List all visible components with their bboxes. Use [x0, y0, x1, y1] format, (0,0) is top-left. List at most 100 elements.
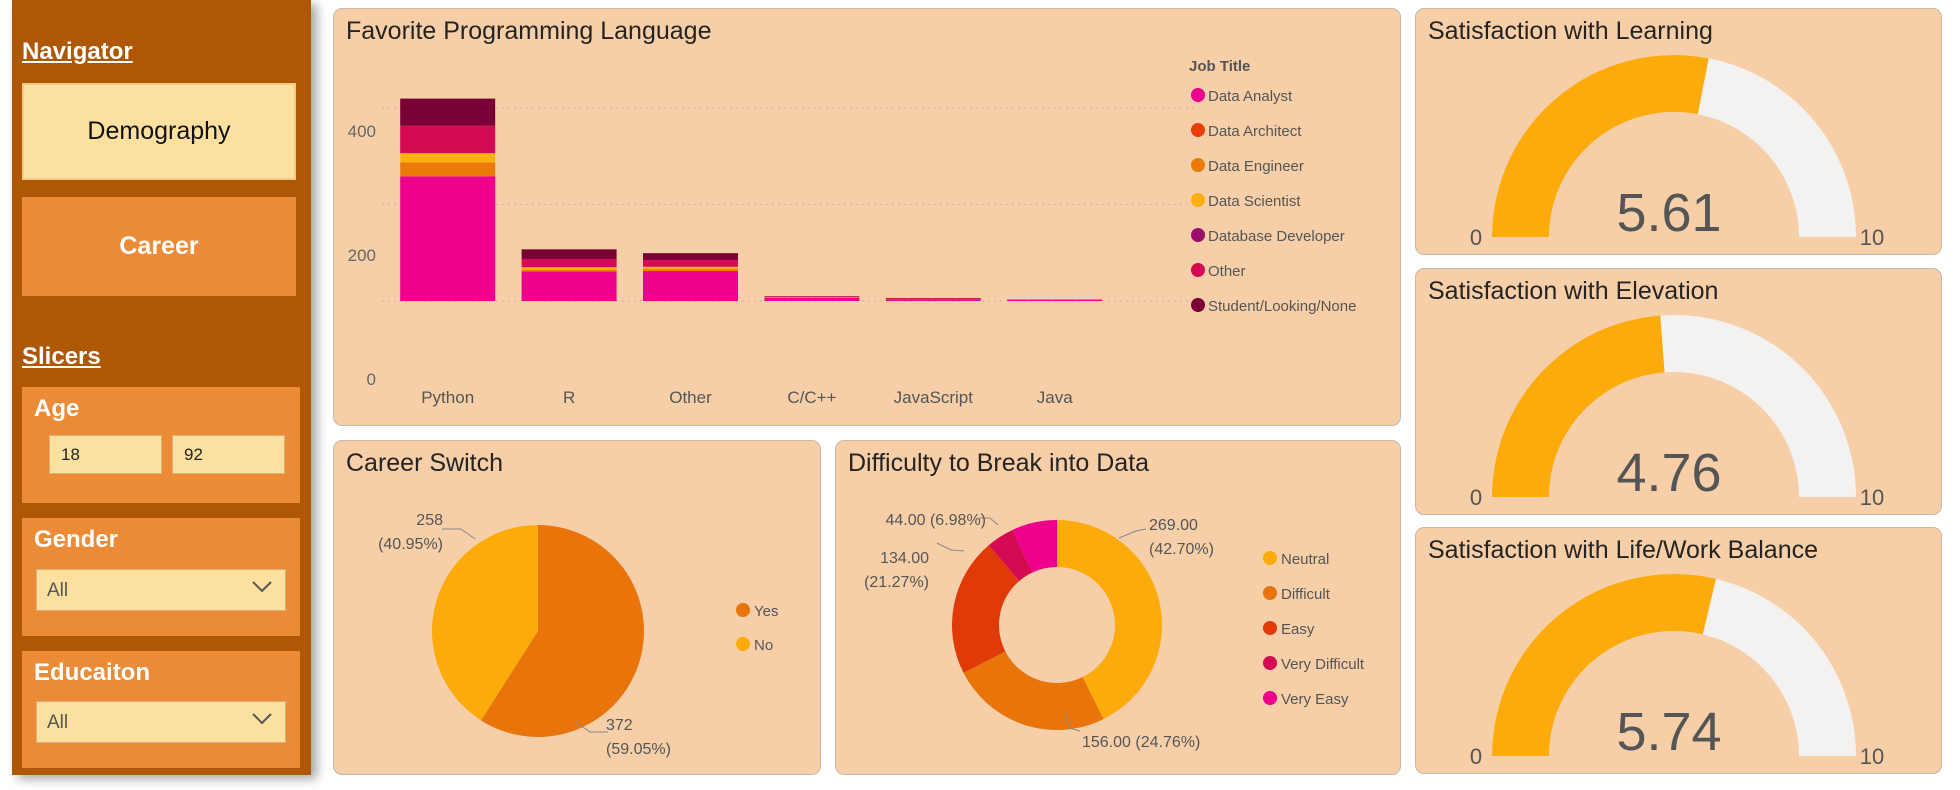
bar-segment-python-other[interactable]: [400, 125, 496, 154]
legend-label[interactable]: Easy: [1281, 621, 1315, 638]
bar-segment-c-c-data-analyst[interactable]: [764, 297, 860, 301]
career-switch-title: Career Switch: [346, 449, 503, 477]
career-switch-chart: 258 (40.95%) 372 (59.05%) Yes No: [378, 512, 778, 758]
x-tick-label: Other: [669, 388, 712, 407]
bar-segment-python-student-looking-none[interactable]: [400, 98, 496, 126]
pie-label-no-percent: (40.95%): [378, 536, 443, 553]
bar-segment-python-data-scientist[interactable]: [400, 153, 496, 163]
legend-swatch: [1191, 123, 1205, 137]
x-tick-label: R: [563, 388, 575, 407]
donut-slice-very-easy[interactable]: [1012, 520, 1057, 573]
gauge-max-label: 10: [1860, 744, 1884, 769]
legend-label[interactable]: Student/Looking/None: [1208, 298, 1356, 315]
legend-label[interactable]: Neutral: [1281, 551, 1329, 568]
education-slicer-title: Educaiton: [34, 659, 151, 686]
bar-segment-javascript-data-analyst[interactable]: [885, 300, 981, 301]
donut-label-easy-value: 134.00: [880, 550, 929, 567]
difficulty-title: Difficulty to Break into Data: [848, 449, 1150, 477]
education-dropdown-value: All: [47, 712, 69, 733]
donut-label-easy-percent: (21.27%): [864, 574, 929, 591]
donut-slice-neutral[interactable]: [1057, 520, 1162, 720]
bar-segment-other-data-scientist[interactable]: [643, 266, 738, 270]
career-switch-card: Career Switch 258 (40.95%) 372 (59.05%) …: [333, 440, 821, 775]
legend-swatch: [1191, 298, 1205, 312]
gauge-max-label: 10: [1860, 485, 1884, 510]
legend-label[interactable]: Very Difficult: [1281, 656, 1365, 673]
legend-label[interactable]: Data Scientist: [1208, 193, 1301, 210]
legend-label[interactable]: Data Analyst: [1208, 88, 1293, 105]
gauge-balance-title: Satisfaction with Life/Work Balance: [1428, 536, 1819, 564]
y-tick-label: 200: [348, 246, 376, 265]
age-min-input[interactable]: 18: [49, 435, 162, 474]
gender-dropdown-value: All: [47, 580, 69, 601]
career-button[interactable]: Career: [22, 197, 296, 296]
gauge-max-label: 10: [1860, 225, 1884, 250]
x-tick-label: JavaScript: [894, 388, 974, 407]
gauge-elevation-chart: 4.76 0 10: [1470, 315, 1884, 510]
bar-segment-r-data-analyst[interactable]: [521, 271, 617, 301]
bar-segment-r-data-scientist[interactable]: [521, 267, 617, 270]
age-max-input[interactable]: 92: [172, 435, 285, 474]
y-tick-label: 0: [367, 370, 376, 389]
pie-slice-no[interactable]: [432, 525, 538, 721]
legend-swatch-no: [736, 637, 750, 651]
legend-title: Job Title: [1189, 58, 1250, 75]
bar-segment-other-student-looking-none[interactable]: [643, 253, 738, 260]
pie-label-yes-percent: (59.05%): [606, 741, 671, 758]
legend-label[interactable]: Data Engineer: [1208, 158, 1304, 175]
gauge-fill: [1492, 574, 1716, 756]
donut-label-difficult: 156.00 (24.76%): [1082, 734, 1200, 751]
x-tick-label: Python: [421, 388, 474, 407]
chevron-down-icon: [252, 713, 272, 725]
gauge-value: 5.61: [1616, 183, 1721, 243]
legend-label[interactable]: Very Easy: [1281, 691, 1349, 708]
gauge-learning-chart: 5.61 0 10: [1470, 54, 1884, 250]
gauge-min-label: 0: [1470, 485, 1482, 510]
legend-label[interactable]: Database Developer: [1208, 228, 1345, 245]
gauge-learning-card: Satisfaction with Learning 5.61 0 10: [1415, 8, 1942, 255]
gauge-elevation-title: Satisfaction with Elevation: [1428, 277, 1719, 305]
x-tick-label: Java: [1037, 388, 1073, 407]
bar-segment-r-data-engineer[interactable]: [521, 269, 617, 272]
bar-segment-other-data-engineer[interactable]: [643, 269, 738, 272]
gauge-min-label: 0: [1470, 744, 1482, 769]
legend-swatch: [1191, 263, 1205, 277]
bar-segment-python-data-engineer[interactable]: [400, 162, 496, 177]
sidebar: Navigator Demography Career Slicers Age …: [12, 0, 311, 775]
donut-slice-easy[interactable]: [952, 545, 1020, 673]
gauge-value: 4.76: [1616, 443, 1721, 503]
legend-swatch: [1263, 656, 1277, 670]
donut-slice-very-difficult[interactable]: [988, 529, 1033, 581]
donut-label-neutral-percent: (42.70%): [1149, 541, 1214, 558]
pie-label-no-count: 258: [416, 512, 443, 529]
favorite-language-chart: 400 200 0 Python R Other C/C++ JavaScript Jav…: [348, 58, 1357, 407]
legend-swatch: [1191, 88, 1205, 102]
slicers-heading: Slicers: [22, 343, 101, 370]
gauge-fill: [1492, 315, 1665, 497]
age-slicer-title: Age: [34, 395, 80, 422]
bar-segment-other-other[interactable]: [643, 259, 738, 267]
bar-segment-other-data-analyst[interactable]: [643, 271, 738, 301]
bar-segment-javascript-data-architect[interactable]: [885, 299, 981, 301]
education-slicer: Educaiton All: [22, 651, 300, 768]
legend-label[interactable]: Data Architect: [1208, 123, 1302, 140]
gauge-elevation-card: Satisfaction with Elevation 4.76 0 10: [1415, 268, 1942, 515]
gauge-value: 5.74: [1616, 702, 1721, 762]
donut-slice-difficult[interactable]: [963, 651, 1104, 730]
bar-segment-r-student-looking-none[interactable]: [521, 249, 617, 259]
age-slicer: Age 18 92: [22, 387, 300, 503]
bar-segment-java-data-analyst[interactable]: [1007, 300, 1103, 301]
legend-swatch: [1263, 621, 1277, 635]
favorite-language-card: Favorite Programming Language 400 200 0 …: [333, 8, 1401, 426]
legend-swatch: [1191, 193, 1205, 207]
education-dropdown[interactable]: All: [36, 701, 286, 743]
favorite-language-title: Favorite Programming Language: [346, 17, 712, 45]
demography-button[interactable]: Demography: [22, 83, 296, 180]
bar-segment-r-other[interactable]: [521, 258, 617, 268]
legend-label[interactable]: Other: [1208, 263, 1246, 280]
legend-swatch: [1263, 551, 1277, 565]
legend-label[interactable]: Difficult: [1281, 586, 1331, 603]
pie-slice-yes[interactable]: [480, 525, 644, 737]
bar-segment-python-data-analyst[interactable]: [400, 176, 496, 301]
gender-dropdown[interactable]: All: [36, 569, 286, 611]
